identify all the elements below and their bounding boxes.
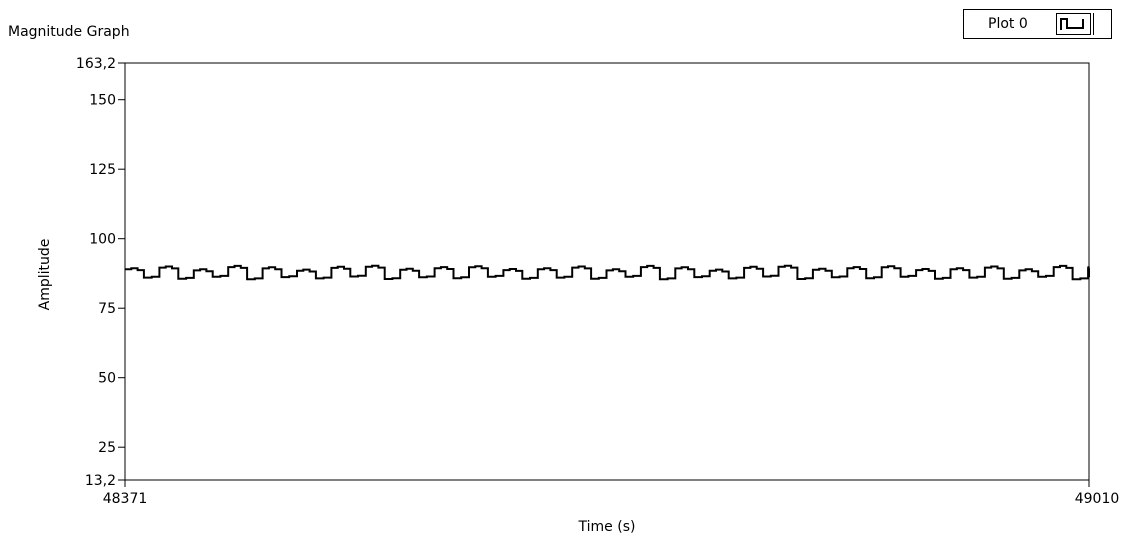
y-tick-label: 100 bbox=[89, 232, 116, 248]
y-tick-label: 25 bbox=[98, 440, 116, 456]
y-axis-label: Amplitude bbox=[37, 239, 53, 311]
graph-title: Magnitude Graph bbox=[8, 24, 130, 40]
legend-plot-label: Plot 0 bbox=[988, 16, 1028, 32]
y-tick-label: 150 bbox=[89, 93, 116, 109]
plot-legend[interactable]: Plot 0 bbox=[963, 9, 1112, 39]
y-tick-label: 50 bbox=[98, 371, 116, 387]
y-tick-label: 13,2 bbox=[85, 473, 116, 489]
x-tick-label: 48371 bbox=[103, 491, 148, 507]
x-tick-label: 49010 bbox=[1075, 491, 1120, 507]
y-tick-label: 163,2 bbox=[76, 56, 116, 72]
y-tick-label: 125 bbox=[89, 162, 116, 178]
legend-divider bbox=[1093, 13, 1094, 35]
square-wave-icon bbox=[1056, 13, 1091, 35]
x-axis-label: Time (s) bbox=[578, 519, 636, 535]
y-tick-label: 75 bbox=[98, 301, 116, 317]
series-line-plot-0 bbox=[125, 264, 1090, 281]
y-axis: 163,2 150 125 100 75 50 25 13,2 bbox=[76, 56, 125, 489]
x-axis: 48371 49010 bbox=[103, 480, 1120, 507]
